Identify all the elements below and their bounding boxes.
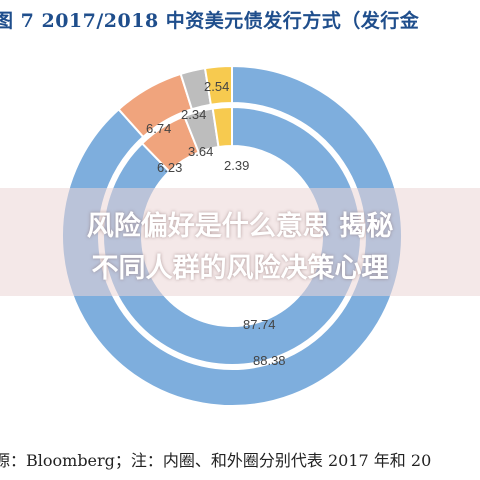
slice-outer-yellow xyxy=(203,64,233,106)
overlay-headline-line1: 风险偏好是什么意思 揭秘 xyxy=(86,211,394,242)
label-inner-yellow: 2.39 xyxy=(224,158,249,173)
label-outer-blue: 88.38 xyxy=(253,353,286,368)
title-text: 2017/2018 中资美元债发行方式（发行金 xyxy=(41,10,420,32)
donut-chart: 2.54 6.74 2.34 3.64 6.23 2.39 87.74 88.3… xyxy=(61,64,403,407)
label-outer-gray: 2.34 xyxy=(181,107,206,122)
slice-inner-yellow xyxy=(211,105,233,149)
donut-rings xyxy=(61,64,403,407)
label-inner-orange: 6.23 xyxy=(157,160,182,175)
figure-number: 7 xyxy=(20,10,35,32)
label-outer-orange: 6.74 xyxy=(146,121,171,136)
label-outer-yellow: 2.54 xyxy=(204,79,229,94)
watermark-band xyxy=(0,188,480,296)
label-inner-gray: 3.64 xyxy=(188,144,213,159)
overlay-headline-line2: 不同人群的风险决策心理 xyxy=(91,253,389,284)
chart-title: 图 7 2017/2018 中资美元债发行方式（发行金 xyxy=(0,6,419,33)
donut-labels: 2.54 6.74 2.34 3.64 6.23 2.39 87.74 88.3… xyxy=(146,79,286,368)
figure-number-prefix: 图 xyxy=(0,10,14,32)
label-inner-blue: 87.74 xyxy=(243,317,276,332)
source-note: 源：Bloomberg；注：内圈、和外圈分别代表 2017 年和 20 xyxy=(0,451,432,470)
